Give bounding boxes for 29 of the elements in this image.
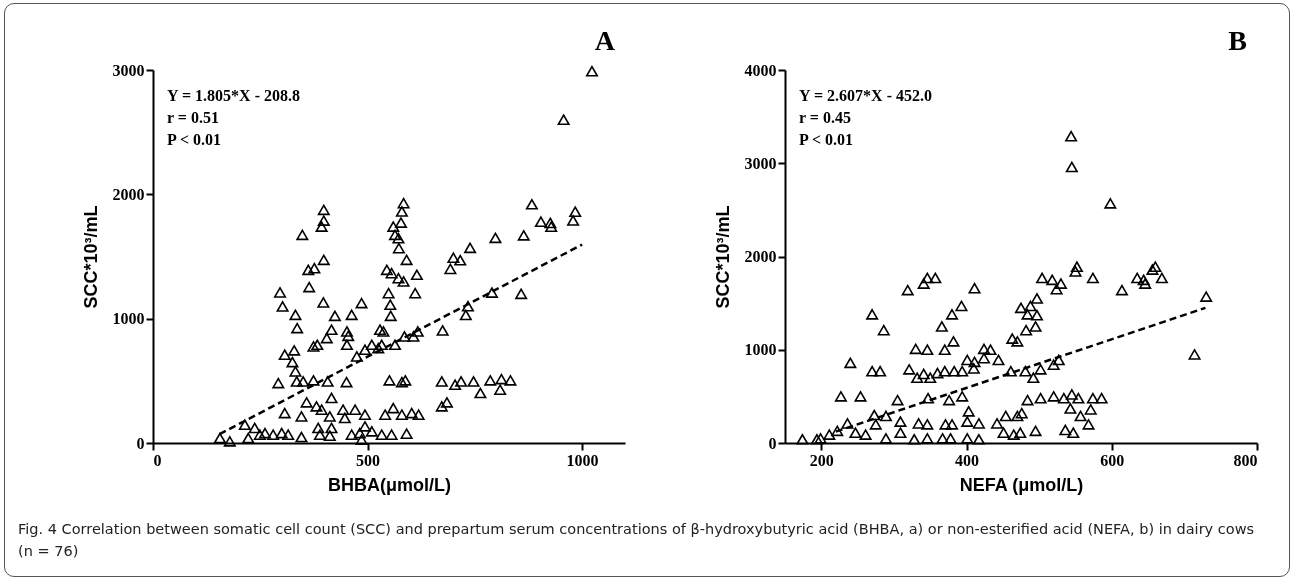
x-tick-label: 800: [1233, 451, 1258, 469]
y-tick-label: 3000: [112, 61, 145, 79]
text: A: [594, 25, 616, 56]
x-tick-label: 1000: [566, 451, 599, 469]
annotation: Y = 2.607*X - 452.0: [799, 87, 932, 104]
caption: Fig. 4 Correlation between somatic cell count (SCC) and prepartum serum concentrations of β-hydroxybutyric acid (BHBA, a) or non-esterified acid (NEFA, b) in dairy cows (n = 76): [18, 520, 1256, 561]
y-tick-label: 1000: [112, 310, 145, 328]
annotation: r = 0.51: [167, 109, 219, 126]
text: B: [1228, 25, 1247, 56]
annotation: P < 0.01: [167, 131, 222, 148]
x-tick-label: 200: [809, 451, 834, 469]
x-tick-label: 0: [153, 451, 162, 469]
y-axis-title: SCC*10³/mL: [80, 205, 101, 309]
annotation: r = 0.45: [799, 109, 851, 126]
y-axis-title: SCC*10³/mL: [712, 205, 733, 309]
annotation: P < 0.01: [799, 131, 854, 148]
y-tick-label: 3000: [744, 154, 777, 172]
x-tick-label: 400: [955, 451, 980, 469]
y-tick-label: 2000: [112, 185, 145, 203]
y-tick-label: 1000: [744, 341, 777, 359]
annotation: Y = 1.805*X - 208.8: [167, 87, 300, 104]
y-tick-label: 2000: [744, 248, 777, 265]
y-tick-label: 0: [768, 434, 777, 452]
x-tick-label: 500: [356, 451, 381, 469]
y-tick-label: 0: [136, 434, 145, 452]
x-axis-title: BHBA(μmol/L): [328, 474, 451, 495]
y-tick-label: 4000: [744, 61, 777, 79]
x-axis-title: NEFA (μmol/L): [959, 474, 1084, 495]
x-tick-label: 600: [1100, 451, 1125, 469]
